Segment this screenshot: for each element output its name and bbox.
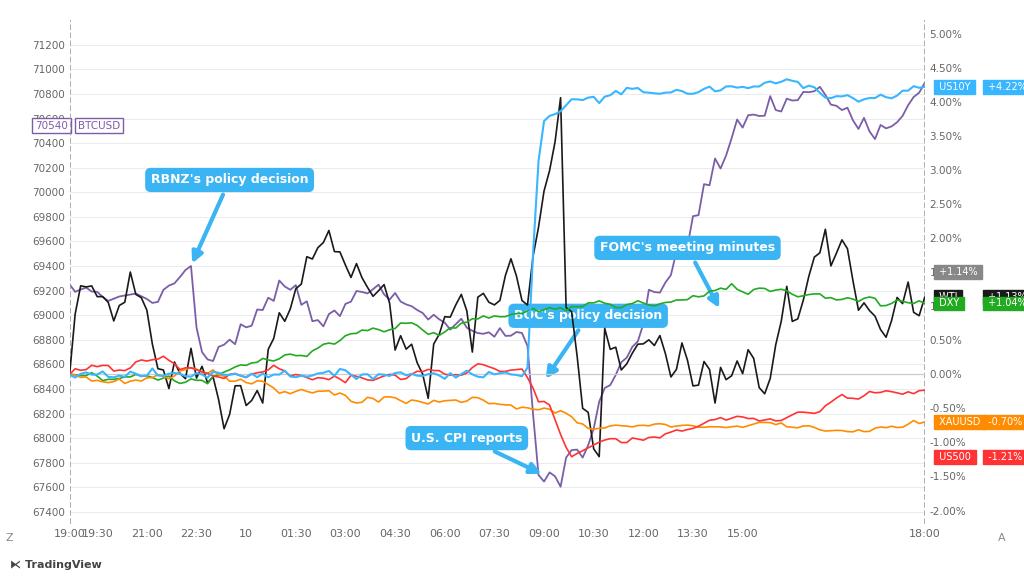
Text: Z: Z [5, 533, 12, 543]
Text: US500: US500 [936, 452, 974, 462]
Text: DXY: DXY [936, 298, 963, 309]
Text: +1.14%: +1.14% [936, 267, 980, 277]
Text: BOC's policy decision: BOC's policy decision [514, 309, 663, 375]
Text: US10Y: US10Y [936, 82, 974, 92]
Text: BTCUSD: BTCUSD [78, 121, 120, 131]
Text: -1.21%: -1.21% [985, 452, 1024, 462]
Text: RBNZ's policy decision: RBNZ's policy decision [151, 173, 308, 259]
Text: WTI: WTI [936, 293, 961, 302]
Text: XAUUSD: XAUUSD [936, 417, 983, 427]
Text: +1.04%: +1.04% [985, 298, 1024, 309]
Text: +4.22%: +4.22% [985, 82, 1024, 92]
Text: FOMC's meeting minutes: FOMC's meeting minutes [600, 241, 775, 304]
Text: 70540: 70540 [35, 121, 68, 131]
Text: ⧔ TradingView: ⧔ TradingView [10, 560, 102, 570]
Text: A: A [998, 533, 1006, 543]
Text: U.S. CPI reports: U.S. CPI reports [411, 431, 538, 472]
Text: -0.70%: -0.70% [985, 417, 1024, 427]
Text: +1.13%: +1.13% [985, 293, 1024, 302]
